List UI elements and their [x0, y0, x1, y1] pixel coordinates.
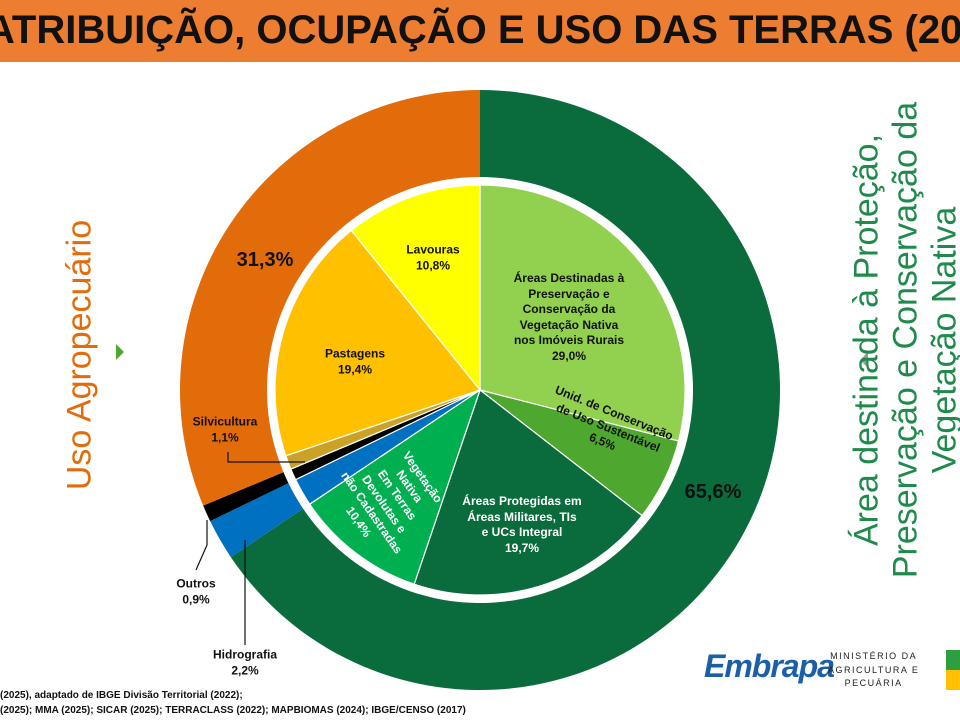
slice [230, 90, 781, 690]
slice-label: Silvicultura 1,1% [193, 414, 258, 445]
slice [479, 184, 686, 442]
slice-label: Áreas Protegidas em Áreas Militares, TIs… [462, 494, 581, 556]
slice-label: Lavouras 10,8% [406, 242, 459, 273]
value-label: 19,4% [337, 362, 373, 376]
value-label: 1,1% [211, 430, 239, 444]
source-note: (2025), adaptado de IBGE Divisão Territo… [0, 690, 243, 701]
slice [179, 90, 480, 506]
value-label: 65,6% [684, 481, 742, 503]
slice [210, 483, 304, 558]
logo-text: MINISTÉRIO DA AGRICULTURA E PECUÁRIA [828, 651, 920, 688]
slice [274, 229, 482, 457]
category-label: Hidrografia [212, 647, 278, 662]
slice-label: Hidrografia 2,2% [213, 647, 277, 678]
category-label: Silvicultura [192, 414, 258, 429]
category-label: Áreas Protegidas em Áreas Militares, TIs… [462, 493, 582, 539]
leader-line [227, 452, 305, 463]
donut [179, 90, 781, 690]
logo-mark [946, 650, 960, 670]
value-label: 10,8% [415, 258, 451, 272]
slice-label: Outros 0,9% [176, 576, 215, 607]
slice [413, 389, 643, 596]
value-label: 31,3% [236, 249, 294, 271]
separator [267, 177, 693, 603]
source-note: (2025); MMA (2025); SICAR (2025); TERRAC… [0, 705, 466, 716]
value-label: 29,0% [551, 349, 587, 364]
slice [350, 184, 481, 392]
arrow [860, 352, 868, 368]
side-label: Uso Agropecuário [60, 219, 99, 491]
slice-label: Áreas Destinadas à Preservação e Conserv… [514, 271, 625, 365]
slice [203, 472, 289, 522]
category-label: Pastagens [324, 346, 386, 361]
side-label: Área destinada à Proteção, Preservação e… [847, 101, 960, 579]
leader-line [195, 520, 208, 571]
chart-title: ATRIBUIÇÃO, OCUPAÇÃO E USO DAS TERRAS (2… [0, 8, 960, 52]
logo-mark [946, 670, 960, 690]
logo-text: Embrapa [704, 648, 835, 684]
category-label: Lavouras [406, 242, 460, 257]
value-label: 19,7% [504, 540, 540, 555]
category-label: Outros [176, 576, 216, 591]
slice-label: Pastagens 19,4% [325, 346, 385, 377]
value-label: 2,2% [231, 663, 259, 677]
arrow [116, 344, 124, 360]
title-banner: ATRIBUIÇÃO, OCUPAÇÃO E USO DAS TERRAS (2… [0, 0, 960, 62]
value-label: 0,9% [182, 592, 210, 606]
category-label: Áreas Destinadas à Preservação e Conserv… [513, 271, 625, 348]
